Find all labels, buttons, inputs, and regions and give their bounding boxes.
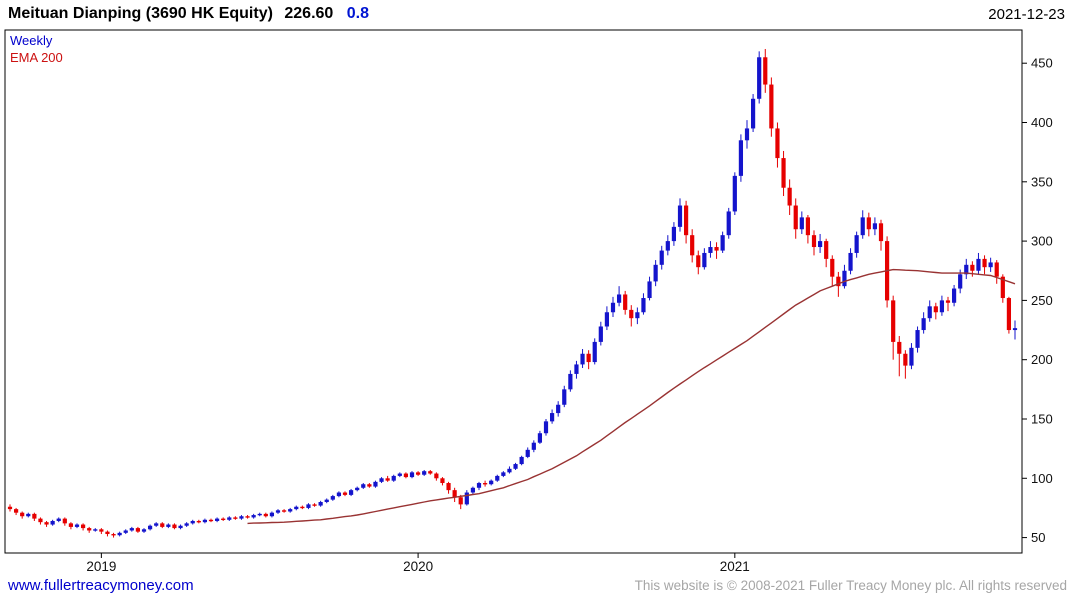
y-axis-tick-label: 200 [1031, 352, 1053, 367]
x-axis-year-label: 2021 [720, 559, 750, 574]
axes: 450 400 350 300 250 200 150 100 50 2019 2020 2021 [4, 29, 1053, 574]
last-price: 226.60 [284, 5, 334, 22]
ema-legend-label: EMA 200 [10, 50, 63, 65]
chart-title-bar: Meituan Dianping (3690 HK Equity) 226.60… [8, 5, 369, 23]
y-axis-tick-label: 300 [1031, 234, 1053, 249]
x-axis-year-label: 2020 [403, 559, 433, 574]
y-axis-tick-label: 150 [1031, 411, 1053, 426]
website-link[interactable]: www.fullertreacymoney.com [8, 577, 194, 594]
candles-group [7, 48, 1018, 538]
price-change: 0.8 [346, 5, 370, 22]
y-axis-tick-label: 450 [1031, 56, 1053, 71]
y-axis-tick-label: 400 [1031, 115, 1053, 130]
ema-line [247, 268, 1016, 525]
chart-date: 2021-12-23 [988, 6, 1065, 23]
y-axis-tick-label: 250 [1031, 293, 1053, 308]
y-axis-tick-label: 350 [1031, 174, 1053, 189]
y-axis-tick-label: 50 [1031, 530, 1045, 545]
instrument-title: Meituan Dianping (3690 HK Equity) [8, 5, 273, 22]
x-axis-year-label: 2019 [86, 559, 116, 574]
timeframe-label: Weekly [10, 33, 53, 48]
y-axis-tick-label: 100 [1031, 471, 1053, 486]
copyright-text: This website is © 2008-2021 Fuller Treac… [634, 578, 1067, 593]
